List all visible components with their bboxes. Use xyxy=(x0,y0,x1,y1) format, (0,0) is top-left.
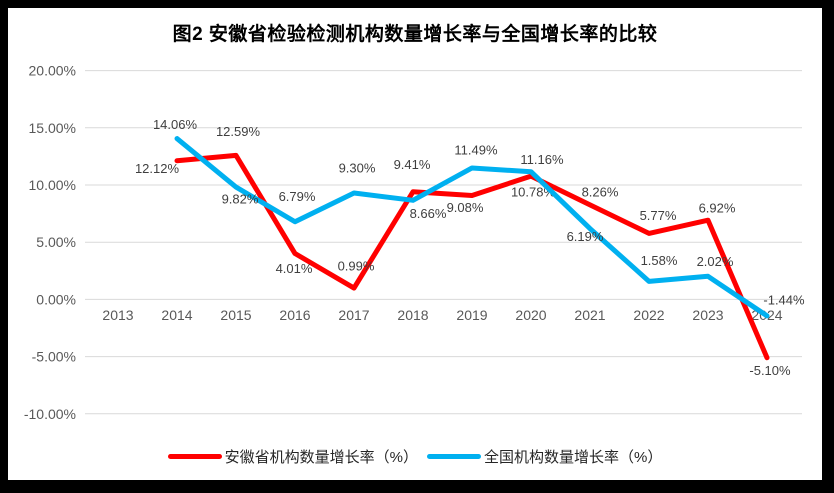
y-axis-tick-label: 10.00% xyxy=(29,177,76,193)
data-label-national: 6.19% xyxy=(567,229,604,244)
data-label-national: 6.79% xyxy=(279,189,316,204)
data-label-national: -1.44% xyxy=(763,292,805,307)
national-line-swatch xyxy=(427,454,481,459)
chart-surface: 图2 安徽省检验检测机构数量增长率与全国增长率的比较 20.00% 15.00% 1… xyxy=(8,8,822,480)
y-axis-tick-label: 0.00% xyxy=(36,291,76,307)
data-label-national: 8.66% xyxy=(410,206,447,221)
series-line-anhui xyxy=(174,152,770,361)
x-axis-tick-label: 2017 xyxy=(338,307,369,323)
x-axis-tick-label: 2013 xyxy=(102,307,133,323)
data-label-national: 2.02% xyxy=(697,254,734,269)
y-axis-tick-label: -10.00% xyxy=(24,406,76,422)
x-axis-tick-label: 2014 xyxy=(161,307,192,323)
data-label-national: 14.06% xyxy=(153,117,198,132)
data-label-national: 11.49% xyxy=(454,142,498,157)
x-axis-tick-label: 2015 xyxy=(220,307,251,323)
chart-title: 图2 安徽省检验检测机构数量增长率与全国增长率的比较 xyxy=(172,24,658,45)
y-axis-tick-label: 20.00% xyxy=(29,63,76,79)
x-axis-tick-label: 2023 xyxy=(692,307,723,323)
data-label-national: 1.58% xyxy=(641,253,678,268)
data-label-anhui: 0.99% xyxy=(338,259,375,274)
legend-item-national: 全国机构数量增长率（%） xyxy=(427,446,662,467)
y-axis-tick-label: 5.00% xyxy=(36,234,76,250)
data-label-anhui: 6.92% xyxy=(699,201,736,216)
y-axis-tick-label: -5.00% xyxy=(32,349,76,365)
legend-item-anhui: 安徽省机构数量增长率（%） xyxy=(167,446,418,467)
series-line-national xyxy=(174,136,770,319)
data-label-anhui: 10.78% xyxy=(511,185,556,200)
data-label-anhui: 9.08% xyxy=(447,200,484,215)
line-chart: 20.00% 15.00% 10.00% 5.00% 0.00% -5.00% -10.00… xyxy=(24,63,805,422)
anhui-line-swatch xyxy=(167,454,222,459)
data-label-anhui: 4.01% xyxy=(276,261,313,276)
x-axis-tick-label: 2018 xyxy=(397,307,428,323)
x-axis-tick-label: 2019 xyxy=(456,307,487,323)
x-axis-tick-label: 2021 xyxy=(574,307,605,323)
data-label-anhui: 9.41% xyxy=(394,157,431,172)
x-axis-tick-label: 2016 xyxy=(279,307,310,323)
data-label-anhui: 12.59% xyxy=(216,124,261,139)
data-label-anhui: 8.26% xyxy=(582,184,619,199)
legend: 安徽省机构数量增长率（%） 全国机构数量增长率（%） xyxy=(8,446,822,467)
data-label-national: 9.82% xyxy=(222,192,259,207)
x-axis-tick-label: 2022 xyxy=(633,307,664,323)
y-axis-tick-label: 15.00% xyxy=(29,120,76,136)
data-label-national: 9.30% xyxy=(339,161,376,176)
x-axis-tick-label: 2020 xyxy=(515,307,546,323)
data-label-anhui: 12.12% xyxy=(135,161,180,176)
data-label-anhui: 5.77% xyxy=(640,208,677,223)
data-label-anhui: -5.10% xyxy=(749,363,791,378)
data-label-national: 11.16% xyxy=(520,152,564,167)
legend-label-anhui: 安徽省机构数量增长率（%） xyxy=(224,449,418,466)
legend-label-national: 全国机构数量增长率（%） xyxy=(484,449,663,466)
